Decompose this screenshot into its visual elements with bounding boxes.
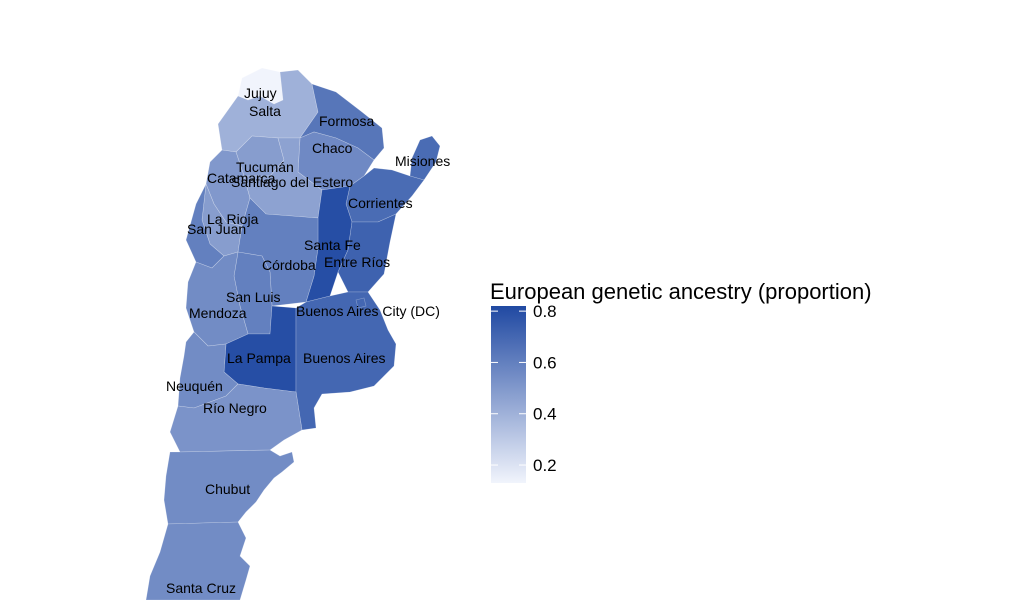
province-labels: Jujuy Salta Formosa Chaco Misiones Tucum… xyxy=(166,85,450,596)
legend-colorbar xyxy=(491,306,526,483)
label-santiago: Santiago del Estero xyxy=(231,174,353,190)
label-catamarca: Catamarca xyxy=(207,170,276,186)
label-jujuy: Jujuy xyxy=(244,85,277,101)
legend-tick-label: 0.2 xyxy=(533,456,557,475)
province-entrerios xyxy=(337,213,397,293)
province-buenosaires xyxy=(295,291,397,431)
label-sanjuan: San Juan xyxy=(187,221,246,237)
legend-tick-label: 0.8 xyxy=(533,302,557,321)
province-chubut xyxy=(163,449,295,525)
label-neuquen: Neuquén xyxy=(166,378,223,394)
label-cordoba: Córdoba xyxy=(262,257,316,273)
label-salta: Salta xyxy=(249,103,281,119)
provinces-layer xyxy=(145,67,441,600)
label-lapampa: La Pampa xyxy=(227,350,291,366)
label-caba: Buenos Aires City (DC) xyxy=(296,303,440,319)
label-santacruz: Santa Cruz xyxy=(166,580,236,596)
legend-tick-label: 0.6 xyxy=(533,353,557,372)
label-mendoza: Mendoza xyxy=(189,305,247,321)
label-tucuman: Tucumán xyxy=(236,159,294,175)
label-chaco: Chaco xyxy=(312,140,353,156)
label-santafe: Santa Fe xyxy=(304,237,361,253)
label-larioja: La Rioja xyxy=(207,211,259,227)
province-caba xyxy=(355,297,367,309)
legend-tick-label: 0.4 xyxy=(533,405,557,424)
label-misiones: Misiones xyxy=(395,153,450,169)
label-sanluis: San Luis xyxy=(226,289,280,305)
province-misiones xyxy=(409,135,441,181)
province-santacruz xyxy=(145,521,251,600)
label-chubut: Chubut xyxy=(205,481,250,497)
legend-title: European genetic ancestry (proportion) xyxy=(490,279,872,304)
legend: European genetic ancestry (proportion) 0… xyxy=(490,279,872,483)
label-rionegro: Río Negro xyxy=(203,400,267,416)
label-corrientes: Corrientes xyxy=(348,195,413,211)
province-rionegro xyxy=(169,383,303,453)
legend-ticks: 0.8 0.6 0.4 0.2 xyxy=(491,302,557,475)
label-entrerios: Entre Ríos xyxy=(324,254,390,270)
label-buenosaires: Buenos Aires xyxy=(303,350,386,366)
label-formosa: Formosa xyxy=(319,113,374,129)
